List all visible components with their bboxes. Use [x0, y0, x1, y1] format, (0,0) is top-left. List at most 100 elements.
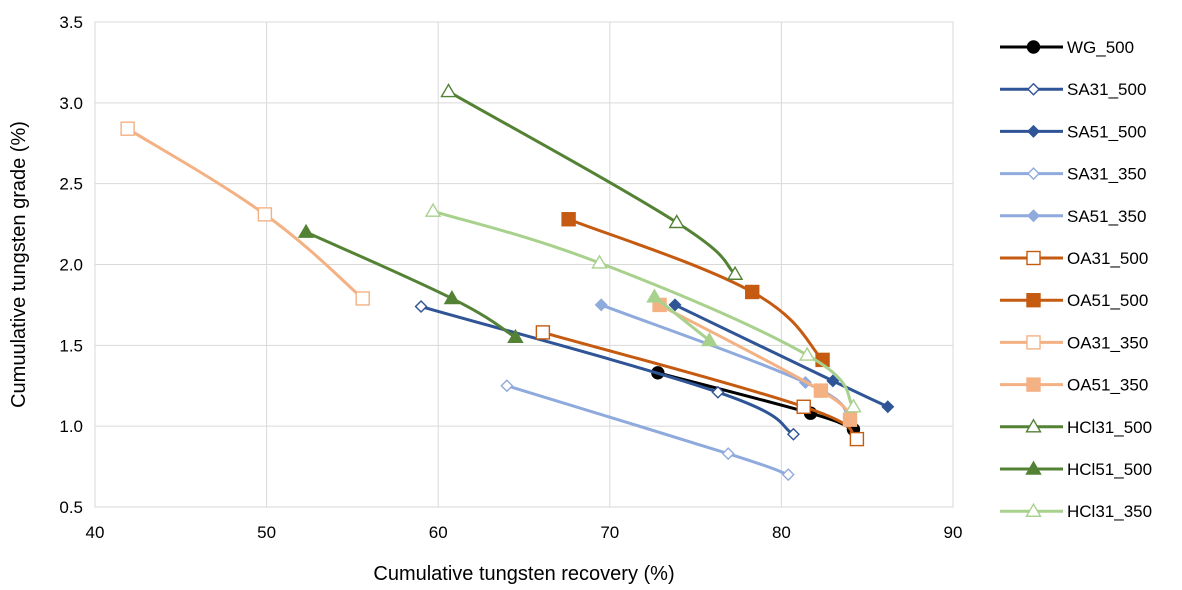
x-tick-label: 60 — [429, 523, 448, 542]
data-point — [297, 223, 315, 238]
data-point — [561, 212, 576, 227]
legend-entry: HCl31_350 — [1000, 502, 1152, 521]
series-line — [431, 209, 855, 409]
data-point — [826, 374, 840, 388]
y-tick-label: 0.5 — [59, 498, 83, 517]
legend-entry: HCl51_500 — [1000, 460, 1152, 479]
legend-entry: SA51_500 — [1000, 122, 1146, 141]
series-hcl31-500 — [440, 83, 744, 280]
legend-label: OA51_500 — [1067, 291, 1148, 310]
legend-entry: OA51_350 — [1000, 376, 1148, 395]
legend-label: OA31_500 — [1067, 249, 1148, 268]
data-point — [701, 332, 718, 347]
series-line — [541, 330, 859, 441]
legend-label: OA51_350 — [1067, 376, 1148, 395]
data-point — [668, 214, 685, 229]
data-point — [796, 399, 811, 414]
series-sa31-350 — [500, 379, 795, 482]
legend-marker — [1026, 250, 1041, 266]
legend-marker — [1026, 377, 1041, 392]
legend: WG_500 SA31_500 SA51_500 SA31_350 SA51_350 OA… — [1000, 38, 1152, 521]
data-point — [786, 427, 800, 441]
series-hcl31-350 — [424, 202, 862, 413]
series-hcl51-350 — [646, 288, 718, 347]
data-point — [745, 284, 760, 300]
legend-label: WG_500 — [1067, 38, 1134, 57]
legend-marker — [1027, 167, 1040, 181]
series-line — [446, 90, 737, 276]
data-point — [711, 385, 725, 399]
data-point — [726, 265, 744, 280]
series-oa31-350 — [120, 121, 370, 306]
data-point — [257, 207, 273, 222]
data-point — [594, 298, 608, 312]
series-layer — [120, 83, 895, 482]
y-tick-label: 3.5 — [59, 13, 83, 32]
legend-marker — [1027, 124, 1040, 138]
legend-entry: OA31_350 — [1000, 333, 1148, 352]
y-tick-label: 2.0 — [59, 256, 83, 275]
data-point — [507, 328, 524, 343]
data-point — [500, 379, 514, 393]
legend-marker — [1025, 418, 1042, 433]
data-point — [781, 468, 795, 482]
legend-label: OA31_350 — [1067, 333, 1148, 352]
x-tick-label: 50 — [257, 523, 276, 542]
legend-marker — [1027, 209, 1040, 223]
legend-entry: HCl31_500 — [1000, 418, 1152, 437]
legend-label: HCl31_350 — [1067, 502, 1152, 521]
y-axis-tick-labels: 0.5 1.0 1.5 2.0 2.5 3.0 3.5 — [59, 13, 83, 517]
legend-label: HCl51_500 — [1067, 460, 1152, 479]
y-tick-label: 3.0 — [59, 94, 83, 113]
data-point — [842, 412, 858, 427]
series-line — [673, 303, 890, 409]
data-point — [798, 346, 816, 361]
series-oa31-500 — [535, 325, 865, 447]
data-point — [440, 83, 457, 98]
data-point — [646, 288, 663, 303]
legend-entry: WG_500 — [1000, 38, 1134, 57]
legend-marker — [1026, 293, 1041, 308]
series-line — [304, 230, 517, 339]
series-line — [567, 217, 825, 362]
legend-label: SA31_500 — [1067, 80, 1146, 99]
legend-marker — [1026, 40, 1041, 54]
y-tick-label: 1.0 — [59, 417, 83, 436]
data-point — [813, 383, 829, 398]
data-point — [668, 298, 682, 312]
legend-marker — [1025, 502, 1042, 517]
data-point — [849, 431, 865, 447]
y-tick-label: 1.5 — [59, 336, 83, 355]
data-point — [424, 202, 442, 217]
legend-entry: SA31_500 — [1000, 80, 1146, 99]
series-sa51-500 — [668, 298, 895, 414]
x-tick-label: 40 — [86, 523, 105, 542]
legend-label: HCl31_500 — [1067, 418, 1152, 437]
plot-area-border — [94, 21, 954, 508]
series-line — [505, 384, 790, 477]
series-sa31-500 — [414, 300, 800, 441]
data-point — [355, 291, 370, 306]
x-axis-label: Cumulative tungsten recovery (%) — [373, 563, 674, 585]
data-point — [535, 325, 551, 340]
legend-marker — [1027, 82, 1040, 96]
series-line — [419, 305, 795, 436]
y-axis-label: Cumuulative tungsten grade (%) — [8, 121, 30, 408]
series-hcl51-500 — [297, 223, 524, 343]
legend-entry: SA31_350 — [1000, 165, 1146, 184]
x-tick-label: 90 — [944, 523, 963, 542]
legend-label: SA51_350 — [1067, 207, 1146, 226]
data-point — [881, 400, 895, 414]
legend-entry: OA51_500 — [1000, 291, 1148, 310]
data-point — [591, 254, 608, 269]
data-point — [120, 121, 135, 136]
data-point — [845, 398, 862, 413]
legend-marker — [1025, 460, 1042, 475]
data-point — [443, 290, 461, 305]
legend-entry: OA31_500 — [1000, 249, 1148, 268]
x-tick-label: 70 — [600, 523, 619, 542]
legend-label: SA51_500 — [1067, 122, 1146, 141]
x-axis-tick-labels: 40 50 60 70 80 90 — [86, 523, 963, 542]
